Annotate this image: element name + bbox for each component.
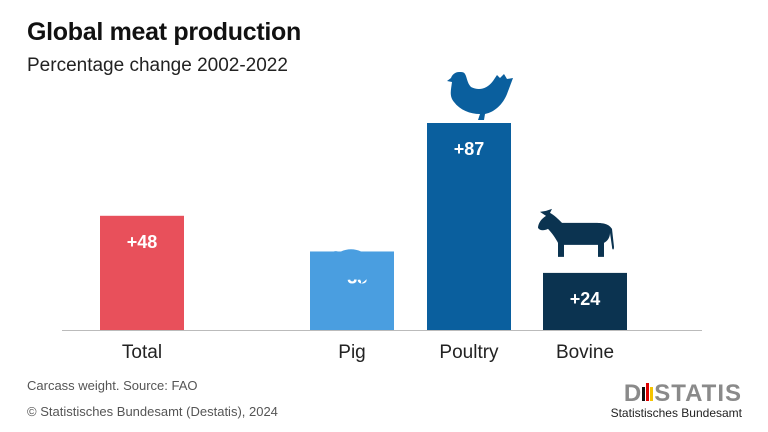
data-label: +48 <box>127 232 158 252</box>
chart-title: Global meat production <box>27 18 301 46</box>
cow-icon <box>538 208 614 257</box>
chicken-icon <box>447 72 513 120</box>
data-label: +87 <box>454 139 485 159</box>
category-label: Total <box>122 342 162 363</box>
destatis-logo: D STATIS Statistisches Bundesamt <box>610 380 742 421</box>
chart-subtitle: Percentage change 2002-2022 <box>27 55 288 76</box>
copyright: © Statistisches Bundesamt (Destatis), 20… <box>27 404 278 419</box>
bar-bovine <box>543 272 627 330</box>
logo-subtext: Statistisches Bundesamt <box>610 406 742 420</box>
data-label: +24 <box>570 289 601 309</box>
category-label: Pig <box>338 342 365 363</box>
bar-poultry <box>427 123 511 330</box>
category-label: Poultry <box>439 342 499 363</box>
category-label: Bovine <box>556 342 614 363</box>
source-note: Carcass weight. Source: FAO <box>27 378 198 393</box>
pig-icon <box>326 249 372 284</box>
bar-total <box>100 215 184 330</box>
